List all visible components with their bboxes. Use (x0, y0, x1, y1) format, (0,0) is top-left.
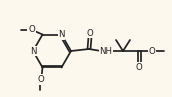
Text: O: O (136, 62, 142, 71)
Text: N: N (58, 30, 65, 39)
Text: N: N (30, 46, 36, 55)
Text: O: O (28, 25, 35, 34)
Text: O: O (149, 46, 155, 55)
Text: O: O (37, 75, 44, 84)
Text: O: O (87, 29, 93, 38)
Text: NH: NH (99, 48, 112, 56)
